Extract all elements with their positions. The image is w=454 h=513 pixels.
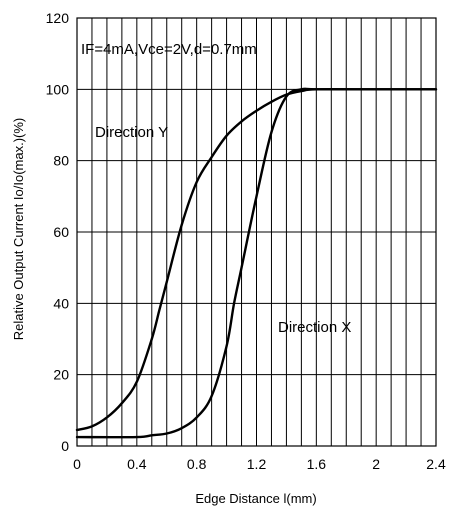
x-tick-label: 1.6 [307, 456, 327, 472]
y-tick-label: 20 [53, 367, 69, 383]
plot-frame [76, 17, 437, 447]
direction-y-curve [75, 88, 438, 432]
y-tick-label: 40 [53, 295, 69, 311]
x-tick-label: 0.4 [127, 456, 147, 472]
y-tick-label: 0 [61, 438, 69, 454]
y-tick-label: 60 [53, 224, 69, 240]
y-tick-labels: 0 20 40 60 80 100 120 [46, 10, 70, 454]
x-tick-label: 2.4 [426, 456, 446, 472]
y-tick-label: 120 [46, 10, 70, 26]
x-tick-label: 1.2 [247, 456, 267, 472]
direction-y-label: Direction Y [95, 124, 168, 141]
direction-x-curve [75, 87, 438, 439]
conditions-annotation: IF=4mA,Vce=2V,d=0.7mm [81, 41, 257, 58]
y-tick-label: 100 [46, 81, 70, 97]
y-axis-label: Relative Output Current Io/Io(max.)(%) [11, 118, 26, 341]
direction-x-label: Direction X [278, 319, 351, 336]
x-tick-label: 0.8 [187, 456, 207, 472]
x-tick-labels: 0 0.4 0.8 1.2 1.6 2 2.4 [73, 456, 446, 472]
curves [75, 87, 438, 439]
y-tick-label: 80 [53, 153, 69, 169]
x-tick-label: 0 [73, 456, 81, 472]
x-tick-label: 2 [372, 456, 380, 472]
x-axis-label: Edge Distance l(mm) [195, 491, 316, 506]
